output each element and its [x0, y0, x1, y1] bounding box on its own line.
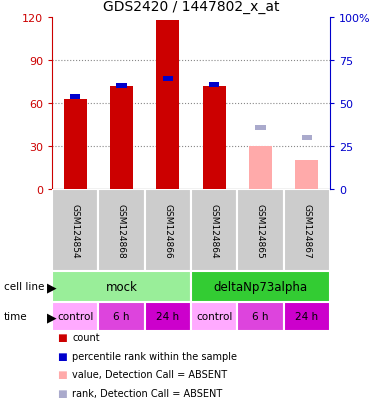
Text: ▶: ▶: [47, 280, 57, 293]
Text: ■: ■: [58, 369, 67, 380]
Bar: [145, 302, 191, 331]
Text: GSM124866: GSM124866: [163, 203, 173, 258]
Text: 6 h: 6 h: [113, 312, 130, 322]
Bar: [163, 77, 173, 82]
Text: control: control: [196, 312, 232, 322]
Bar: [203, 87, 226, 190]
Text: control: control: [57, 312, 93, 322]
Bar: [237, 190, 284, 271]
Text: GSM124867: GSM124867: [302, 203, 311, 258]
Bar: [255, 125, 266, 130]
Bar: [63, 100, 87, 190]
Bar: [52, 302, 98, 331]
Text: cell line: cell line: [4, 282, 44, 292]
Bar: [191, 190, 237, 271]
Text: GSM124865: GSM124865: [256, 203, 265, 258]
Bar: [145, 190, 191, 271]
Text: percentile rank within the sample: percentile rank within the sample: [72, 351, 237, 361]
Bar: [302, 135, 312, 140]
Bar: [284, 190, 330, 271]
Text: count: count: [72, 332, 100, 342]
Bar: [70, 95, 80, 100]
Text: GSM124868: GSM124868: [117, 203, 126, 258]
Text: deltaNp73alpha: deltaNp73alpha: [213, 280, 308, 293]
Bar: [295, 161, 318, 190]
Text: value, Detection Call = ABSENT: value, Detection Call = ABSENT: [72, 369, 227, 380]
Bar: [110, 87, 133, 190]
Bar: [249, 147, 272, 190]
Bar: [209, 82, 219, 88]
Text: 24 h: 24 h: [295, 312, 318, 322]
Text: GSM124854: GSM124854: [70, 203, 80, 258]
Bar: [191, 271, 330, 302]
Bar: [284, 302, 330, 331]
Bar: [52, 190, 98, 271]
Text: 24 h: 24 h: [156, 312, 180, 322]
Text: ■: ■: [58, 332, 67, 342]
Bar: [156, 21, 180, 190]
Text: ■: ■: [58, 388, 67, 398]
Bar: [116, 84, 127, 89]
Bar: [98, 190, 145, 271]
Text: rank, Detection Call = ABSENT: rank, Detection Call = ABSENT: [72, 388, 223, 398]
Bar: [98, 302, 145, 331]
Bar: [191, 302, 237, 331]
Text: time: time: [4, 312, 27, 322]
Title: GDS2420 / 1447802_x_at: GDS2420 / 1447802_x_at: [103, 0, 279, 14]
Bar: [52, 271, 191, 302]
Bar: [237, 302, 284, 331]
Text: GSM124864: GSM124864: [210, 203, 219, 258]
Text: mock: mock: [106, 280, 137, 293]
Text: ▶: ▶: [47, 310, 57, 323]
Text: 6 h: 6 h: [252, 312, 269, 322]
Text: ■: ■: [58, 351, 67, 361]
